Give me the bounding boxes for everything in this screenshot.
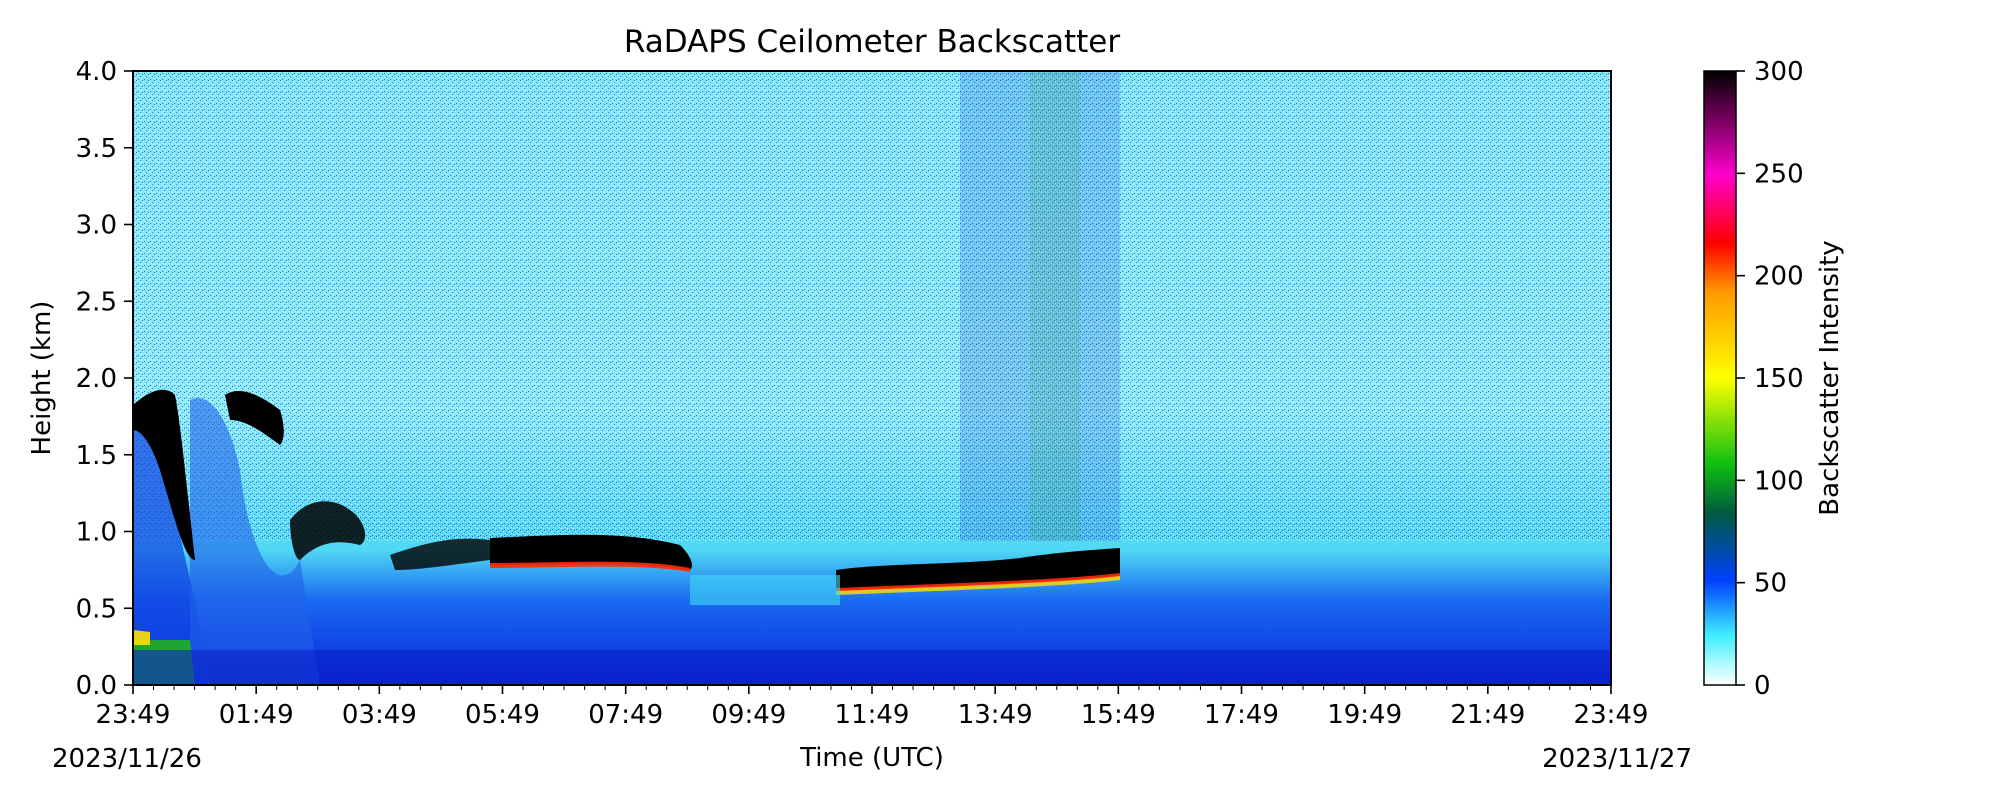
x-axis-label: Time (UTC) (799, 743, 944, 773)
y-tick-label: 0.5 (76, 594, 117, 624)
colorbar-tick-label: 250 (1754, 159, 1804, 189)
y-tick-label: 3.5 (76, 134, 117, 164)
chart-title: RaDAPS Ceilometer Backscatter (624, 24, 1120, 60)
x-tick-label: 07:49 (588, 700, 663, 730)
x-tick-label: 15:49 (1081, 700, 1156, 730)
x-tick-label: 05:49 (465, 700, 540, 730)
x-tick-label: 03:49 (342, 700, 417, 730)
y-tick-label: 0.0 (76, 671, 117, 701)
x-axis-start-date: 2023/11/26 (52, 744, 202, 774)
y-tick-label: 2.0 (76, 364, 117, 394)
x-axis-end-date: 2023/11/27 (1542, 744, 1692, 774)
colorbar-tick-label: 0 (1754, 671, 1771, 701)
y-tick-label: 3.0 (76, 211, 117, 241)
x-tick-label: 13:49 (958, 700, 1033, 730)
heatmap-area (133, 71, 1611, 685)
y-axis: 0.0 0.5 1.0 1.5 2.0 2.5 3.0 3.5 4.0 (76, 57, 133, 701)
colorbar-tick-label: 300 (1754, 57, 1804, 87)
colorbar-tick-label: 50 (1754, 569, 1787, 599)
x-axis: 23:49 01:49 03:49 05:49 07:49 09:49 11:49 13:49… (96, 685, 1649, 730)
x-tick-label: 17:49 (1204, 700, 1279, 730)
colorbar-tick-label: 100 (1754, 466, 1804, 496)
colorbar-label: Backscatter Intensity (1815, 240, 1845, 515)
colorbar-tick-label: 150 (1754, 364, 1804, 394)
colorbar: 0 50 100 150 200 250 300 Backscatter Intensity (1703, 57, 1845, 701)
y-tick-label: 4.0 (76, 57, 117, 87)
colorbar-gradient (1703, 70, 1737, 686)
x-tick-label: 01:49 (219, 700, 294, 730)
colorbar-tick-label: 200 (1754, 262, 1804, 292)
y-axis-label: Height (km) (27, 301, 57, 456)
y-tick-label: 1.5 (76, 441, 117, 471)
y-tick-label: 2.5 (76, 287, 117, 317)
colorbar-ticks: 0 50 100 150 200 250 300 (1736, 57, 1804, 701)
x-tick-label: 09:49 (711, 700, 786, 730)
y-tick-label: 1.0 (76, 518, 117, 548)
x-tick-label: 19:49 (1327, 700, 1402, 730)
x-tick-label: 23:49 (96, 700, 171, 730)
x-tick-label: 11:49 (835, 700, 910, 730)
x-tick-label: 23:49 (1574, 700, 1649, 730)
x-tick-label: 21:49 (1450, 700, 1525, 730)
